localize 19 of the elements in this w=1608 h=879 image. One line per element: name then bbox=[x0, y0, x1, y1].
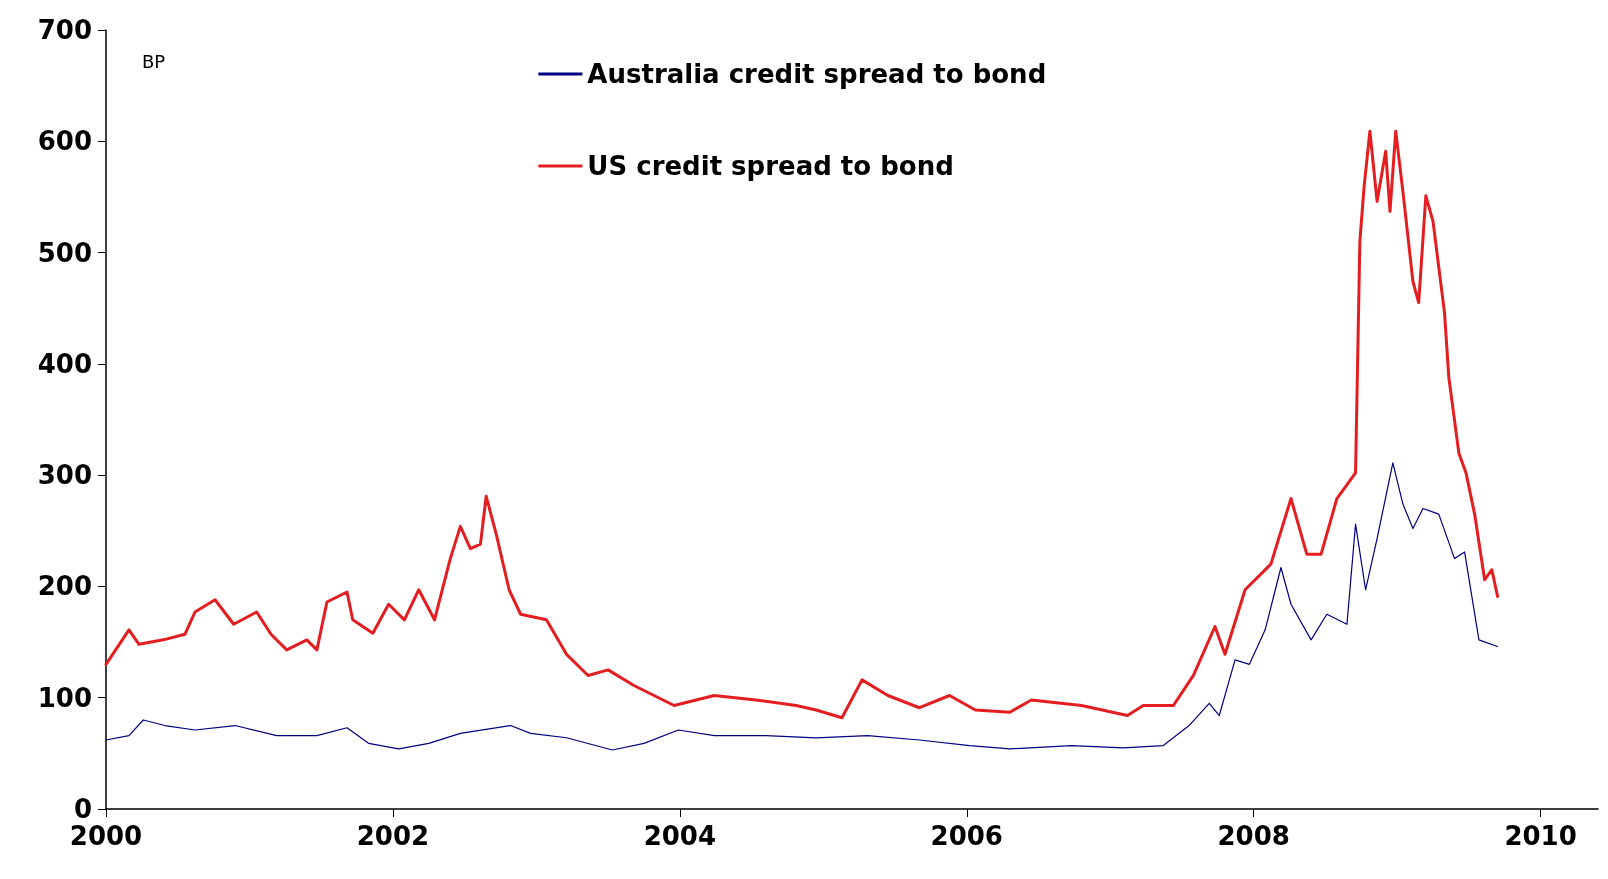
x-tick-label: 2006 bbox=[930, 821, 1003, 851]
y-tick-label: 400 bbox=[37, 348, 92, 379]
x-tick-label: 2010 bbox=[1504, 821, 1577, 851]
y-tick-label: 0 bbox=[73, 794, 92, 824]
y-tick-label: 100 bbox=[37, 682, 92, 713]
x-tick-label: 2008 bbox=[1217, 821, 1290, 851]
y-tick-label: 200 bbox=[37, 571, 92, 602]
legend-label: Australia credit spread to bond bbox=[587, 59, 1047, 89]
x-tick-label: 2000 bbox=[69, 821, 143, 851]
y-tick-label: 700 bbox=[37, 15, 92, 45]
line-series bbox=[104, 129, 1500, 720]
line-series bbox=[105, 462, 1499, 751]
y-tick-label: 500 bbox=[37, 237, 92, 268]
y-tick-label: 600 bbox=[37, 126, 92, 157]
x-tick-label: 2004 bbox=[643, 821, 717, 851]
x-tick-label: 2002 bbox=[356, 821, 430, 851]
y-axis-title: BP bbox=[142, 50, 166, 72]
legend-label: US credit spread to bond bbox=[587, 151, 954, 181]
y-tick-label: 300 bbox=[37, 460, 92, 491]
